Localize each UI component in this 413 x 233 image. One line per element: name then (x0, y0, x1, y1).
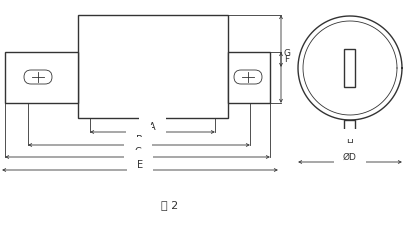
Bar (344, 49, 355, 87)
Text: 图 2: 图 2 (161, 200, 178, 210)
Text: G: G (283, 48, 290, 58)
FancyBboxPatch shape (233, 70, 261, 84)
Text: E: E (137, 160, 143, 170)
Text: A: A (149, 122, 155, 132)
Bar (228, 52, 269, 103)
Bar (5, 52, 78, 103)
Text: ØD: ØD (342, 153, 356, 161)
Text: B: B (135, 135, 142, 145)
Bar (344, 120, 355, 138)
Text: H: H (346, 138, 353, 147)
Text: F: F (283, 55, 288, 64)
Bar (78, 15, 228, 118)
FancyBboxPatch shape (24, 70, 52, 84)
Text: C: C (134, 147, 140, 157)
